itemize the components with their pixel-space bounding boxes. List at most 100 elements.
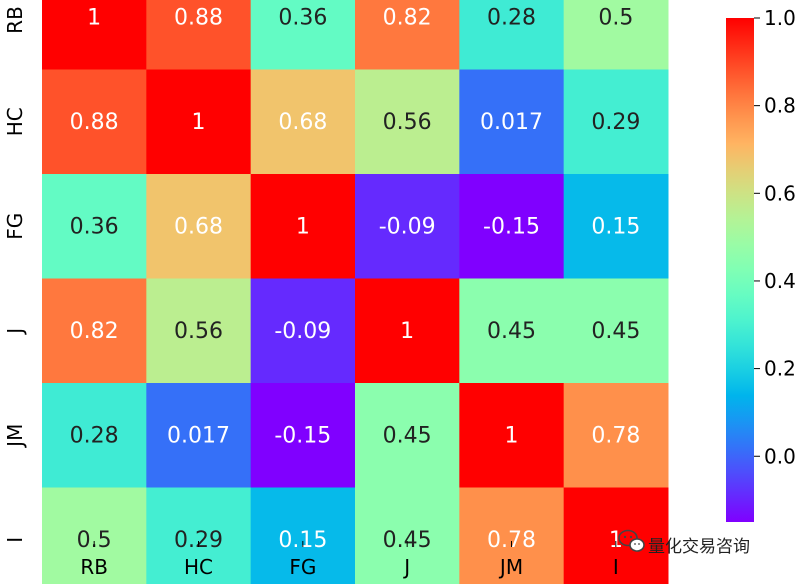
heatmap-cell [459,278,565,384]
cell-value-label: 0.56 [174,319,223,344]
heatmap-cell [42,278,147,384]
colorbar: 1.0 0.8 0.6 0.4 0.2 0.0 [726,6,796,522]
cell-value-label: 0.28 [487,5,536,30]
cell-value-label: 0.5 [598,5,633,30]
cell-value-label: 0.36 [278,5,327,30]
watermark: 量化交易咨询 [618,529,750,557]
heatmap-cell [42,174,147,279]
colorbar-tick-label: 0.6 [764,181,796,205]
cell-value-label: -0.09 [379,214,436,239]
cell-value-label: 0.45 [591,319,640,344]
cell-value-label: 0.78 [487,528,536,553]
heatmap-cell [42,69,147,175]
heatmap-cell [355,174,460,279]
colorbar-gradient [726,18,754,522]
heatmap-cell [42,487,147,584]
heatmap-cell [146,69,252,175]
watermark-text: 量化交易咨询 [648,537,750,557]
cell-value-label: 0.45 [383,423,432,448]
cell-value-label: 0.017 [480,110,543,135]
heatmap-cell [250,174,356,279]
y-tick-label: J [3,328,27,336]
cell-value-label: -0.15 [274,423,331,448]
cell-value-label: -0.09 [274,319,331,344]
heatmap-cell [42,383,147,488]
heatmap-cell [355,278,460,384]
cell-value-label: 0.29 [591,110,640,135]
wechat-icon [618,529,645,552]
cell-value-label: 0.68 [174,214,223,239]
heatmap-cell [146,278,252,384]
cell-value-label: 0.82 [70,319,119,344]
cell-value-label: 1 [400,319,414,344]
heatmap-cell [459,0,565,70]
heatmap-cell [563,278,669,384]
heatmap-cell [563,0,669,70]
y-tick-label: I [3,537,27,543]
heatmap-cell [459,174,565,279]
cell-value-label: 1 [505,423,519,448]
x-tick-label: JM [498,555,523,579]
cell-value-label: 1 [609,528,623,553]
heatmap-cell [146,383,252,488]
cell-value-label: 0.29 [174,528,223,553]
heatmap-cell [563,69,669,175]
cell-value-label: 0.82 [383,5,432,30]
x-axis-tick-labels: RB HC FG J JM I [80,541,619,579]
cell-value-label: 0.88 [174,5,223,30]
heatmap-cell [355,383,460,488]
heatmap-cell [146,487,252,584]
heatmap-cell [250,0,356,70]
cell-value-label: 0.68 [278,110,327,135]
cell-value-label: 1 [87,5,101,30]
heatmap-cell [563,383,669,488]
x-tick-label: I [613,555,619,579]
cell-value-label: 0.36 [70,214,119,239]
heatmap-cell [42,0,147,70]
cell-value-label: 1 [296,214,310,239]
heatmap-cell [146,0,252,70]
cell-value-label: 0.28 [70,423,119,448]
cell-value-label: 0.45 [383,528,432,553]
colorbar-tick-label: 0.0 [764,444,796,468]
cell-value-label: 0.88 [70,110,119,135]
x-tick-label: HC [184,555,213,579]
y-axis-tick-labels: RB HC FG J JM I [3,6,27,543]
x-tick-label: RB [80,555,108,579]
heatmap-cell [459,487,565,584]
heatmap-cells [42,0,669,584]
colorbar-tick-label: 0.8 [764,94,796,118]
heatmap-cell [355,69,460,175]
cell-value-label: -0.15 [483,214,540,239]
colorbar-tick-label: 0.4 [764,269,796,293]
y-tick-label: JM [3,424,27,449]
heatmap-cell [146,174,252,279]
cell-value-label: 0.5 [77,528,112,553]
heatmap-cell [355,0,460,70]
heatmap-cell [250,383,356,488]
cell-value-label: 0.15 [278,528,327,553]
cell-value-label: 1 [192,110,206,135]
y-tick-label: FG [3,213,27,240]
cell-value-label: 0.45 [487,319,536,344]
heatmap-cell [459,383,565,488]
cell-value-label: 0.56 [383,110,432,135]
y-tick-label: HC [3,107,27,136]
heatmap-cell [563,487,669,584]
colorbar-tick-label: 1.0 [764,6,796,30]
x-tick-label: FG [289,555,316,579]
heatmap-cell [250,69,356,175]
cell-value-label: 0.017 [167,423,230,448]
heatmap-cell [563,174,669,279]
heatmap-cell [250,487,356,584]
colorbar-tick-label: 0.2 [764,357,796,381]
y-tick-label: RB [3,6,27,34]
x-tick-label: J [402,555,410,579]
cell-value-label: 0.15 [591,214,640,239]
heatmap-cell [355,487,460,584]
heatmap-cell [250,278,356,384]
heatmap-cell [459,69,565,175]
cell-value-label: 0.78 [591,423,640,448]
heatmap-cell-labels: 1 0.88 0.36 0.82 0.28 0.5 0.88 1 0.68 0.56 0.017 0.… [70,5,641,553]
